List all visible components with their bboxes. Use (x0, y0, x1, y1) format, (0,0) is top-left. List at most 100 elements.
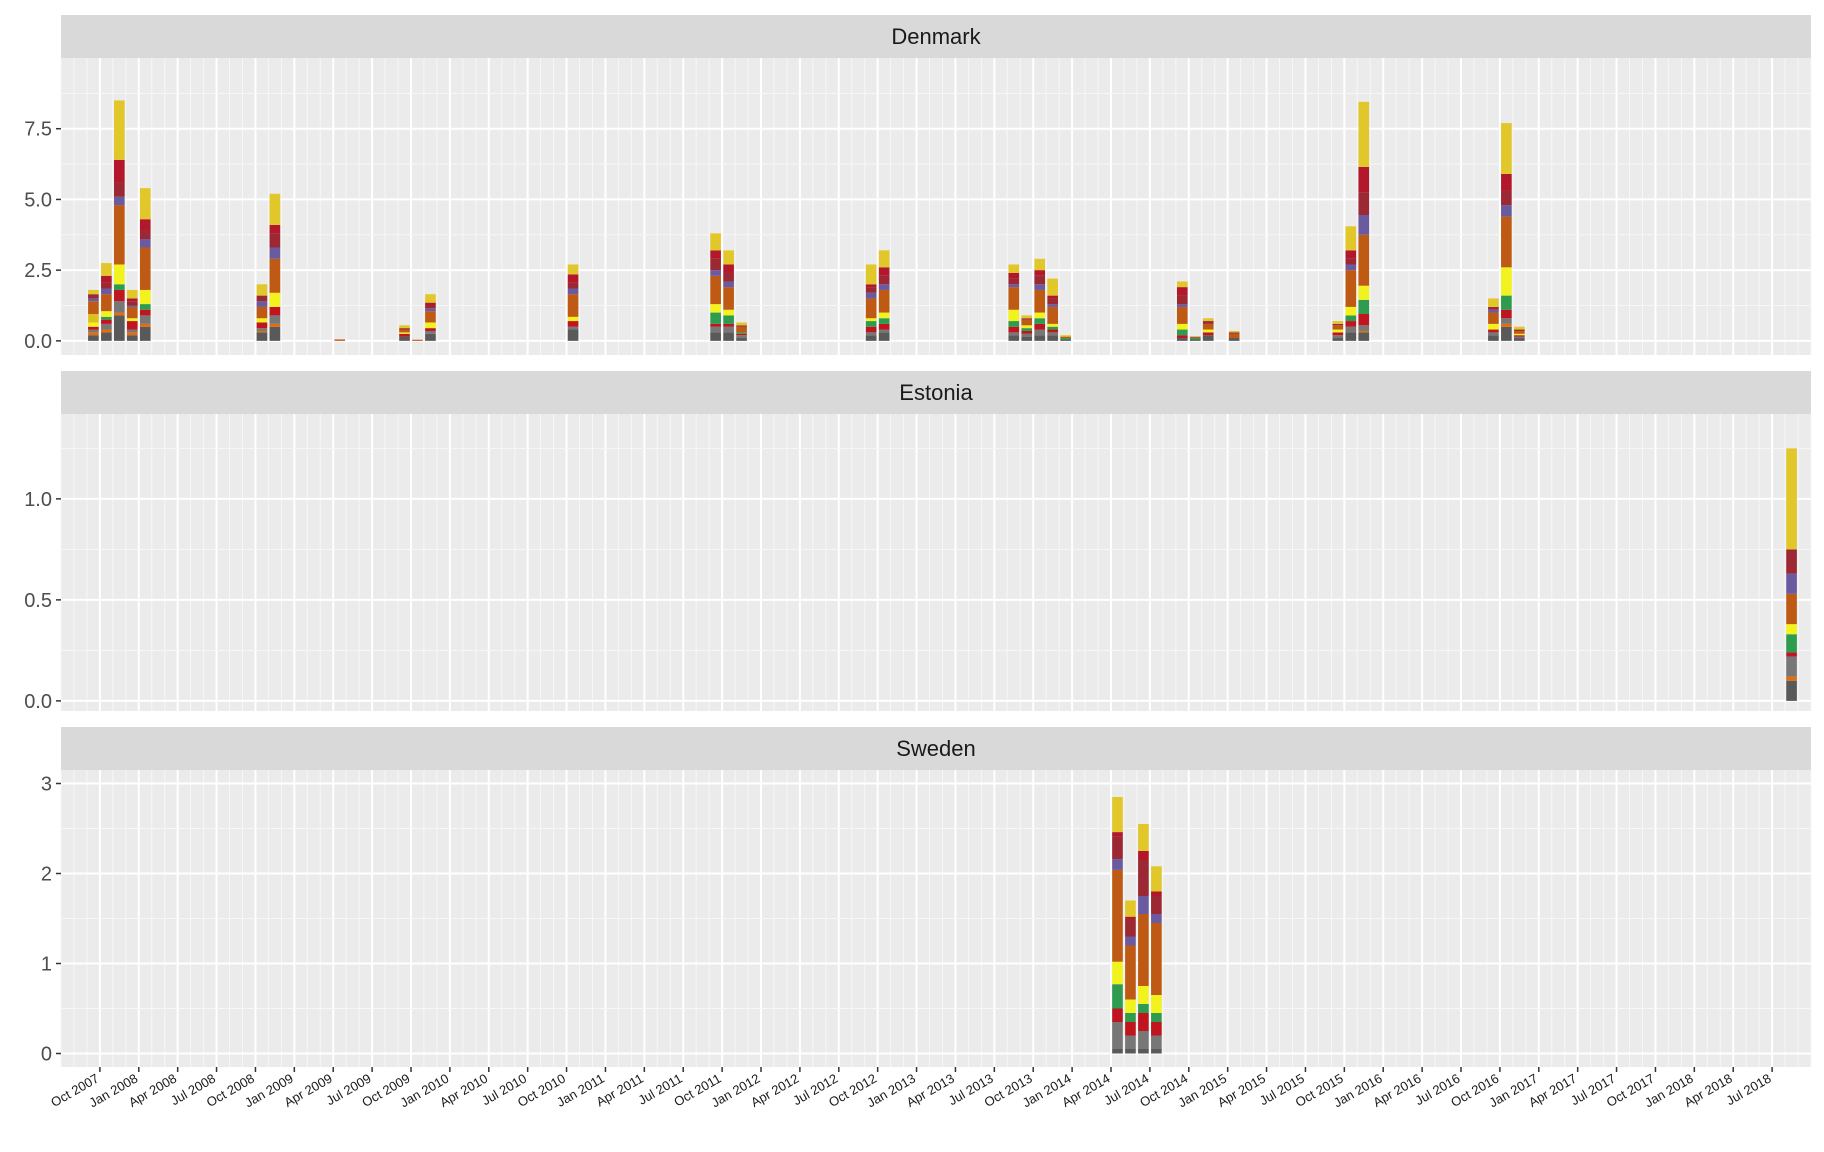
bar-segment (1488, 298, 1499, 307)
bar-segment (1151, 866, 1162, 892)
bar-segment (1345, 306, 1357, 316)
bar-segment (114, 284, 125, 290)
bar-segment (1112, 832, 1123, 837)
bar-segment (139, 247, 151, 290)
bar-segment (878, 332, 890, 341)
bar-segment (1514, 335, 1525, 337)
bar-segment (1501, 173, 1512, 191)
bar-segment (1112, 961, 1123, 985)
bar-segment (1488, 332, 1499, 336)
bar-segment (139, 239, 151, 248)
y-tick-label: 0.5 (24, 590, 52, 612)
bar-segment (139, 315, 151, 324)
bar-segment (269, 326, 281, 341)
bar-segment (1034, 318, 1046, 324)
bar-segment (865, 318, 877, 322)
bar-segment (1501, 323, 1512, 327)
bar-segment (710, 275, 721, 305)
bar-segment (1345, 326, 1357, 333)
bar-segment (865, 326, 877, 333)
bar-segment (865, 284, 877, 288)
bar-segment (1151, 923, 1162, 995)
bar-segment (126, 305, 138, 307)
bar-segment (101, 323, 112, 330)
bar-segment (88, 326, 99, 330)
bar-segment (1060, 339, 1071, 341)
bar-segment (1125, 1035, 1136, 1049)
bar-segment (710, 332, 721, 341)
bar-segment (1202, 329, 1214, 333)
bar-segment (256, 322, 268, 329)
bar-segment (1501, 123, 1512, 174)
bar-segment (269, 258, 281, 293)
bar-segment (425, 330, 436, 334)
bar-segment (1345, 321, 1357, 327)
bar-segment (1786, 676, 1797, 681)
bar-segment (1358, 166, 1370, 193)
bar-segment (269, 292, 281, 307)
gridlines (60, 58, 1812, 355)
bar-segment (710, 270, 721, 276)
bar-segment (1047, 278, 1058, 296)
bar-segment (865, 332, 877, 336)
bar-segment (1138, 986, 1149, 1004)
bar-segment (1021, 328, 1033, 331)
bar-segment (1786, 652, 1797, 657)
bar-segment (1125, 918, 1136, 937)
bar-segment (114, 315, 125, 341)
bar-segment (1332, 321, 1344, 324)
bar-segment (567, 282, 579, 289)
bar-segment (139, 230, 151, 240)
bar-segment (269, 315, 281, 324)
bar-segment (1202, 332, 1214, 336)
bar-segment (736, 333, 747, 336)
bar-segment (399, 329, 410, 333)
y-tick-label: 2 (41, 864, 52, 886)
bar-segment (88, 301, 99, 314)
bar-segment (399, 325, 410, 329)
bar-segment (1176, 329, 1188, 336)
bar-segment (1047, 306, 1058, 324)
y-tick-label: 2.5 (24, 260, 52, 282)
bar-segment (139, 188, 151, 220)
bar-segment (1358, 101, 1370, 167)
bar-segment (567, 321, 579, 327)
bar-segment (101, 311, 112, 317)
bar-segment (139, 289, 151, 305)
bar-segment (1358, 192, 1370, 215)
y-tick-label: 7.5 (24, 119, 52, 141)
bar-segment (1345, 332, 1357, 341)
bar-segment (1008, 278, 1020, 285)
bar-segment (1138, 824, 1149, 851)
bar-segment (1501, 267, 1512, 296)
bar-segment (1345, 270, 1357, 307)
bar-segment (269, 247, 281, 259)
bar-segment (1125, 1013, 1136, 1022)
bar-segment (139, 219, 151, 231)
y-tick-label: 0.0 (24, 691, 52, 713)
y-axis: 0.0 2.5 5.0 7.5 (24, 119, 61, 353)
bar-segment (723, 323, 734, 327)
bar-segment (865, 264, 877, 285)
bars (1786, 448, 1797, 701)
bar-segment (269, 193, 281, 225)
bar-segment (1112, 836, 1123, 860)
bar-segment (88, 289, 99, 295)
bar-segment (1514, 330, 1525, 334)
bar-segment (710, 323, 721, 327)
bar-segment (878, 267, 890, 276)
bar-segment (256, 318, 268, 323)
bar-segment (1332, 338, 1344, 341)
bar-segment (256, 330, 268, 333)
bar-segment (1151, 1022, 1162, 1036)
bar-segment (425, 305, 436, 309)
bar-segment (101, 294, 112, 312)
bar-segment (1125, 945, 1136, 1000)
bar-segment (736, 326, 747, 333)
bar-segment (114, 264, 125, 285)
bar-segment (1514, 338, 1525, 341)
bar-segment (425, 333, 436, 341)
bar-segment (1060, 336, 1071, 339)
bar-segment (1138, 1049, 1149, 1054)
bar-segment (256, 301, 268, 307)
